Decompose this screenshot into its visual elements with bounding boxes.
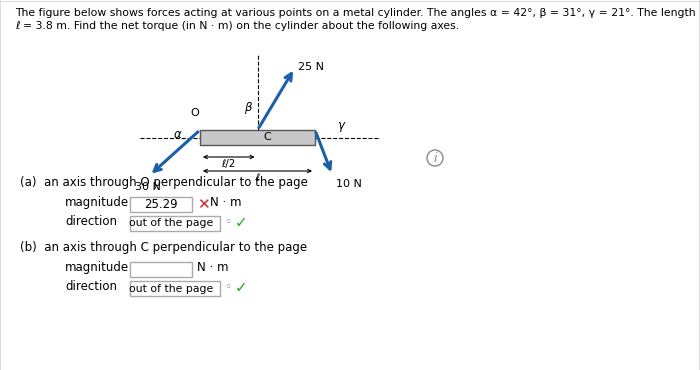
- Text: The figure below shows forces acting at various points on a metal cylinder. The : The figure below shows forces acting at …: [15, 8, 696, 18]
- Text: (b)  an axis through C perpendicular to the page: (b) an axis through C perpendicular to t…: [20, 241, 307, 254]
- Text: N · m: N · m: [197, 261, 228, 274]
- Text: γ: γ: [337, 118, 344, 131]
- Text: 25 N: 25 N: [298, 62, 323, 72]
- Bar: [130, 197, 192, 212]
- Text: i: i: [433, 152, 437, 165]
- Bar: [130, 281, 220, 296]
- Bar: [130, 216, 220, 231]
- Text: 30 N: 30 N: [134, 182, 160, 192]
- Text: magnitude: magnitude: [65, 261, 129, 274]
- Text: α: α: [174, 128, 182, 141]
- Text: direction: direction: [65, 215, 117, 228]
- Text: ◦: ◦: [224, 281, 232, 294]
- Text: β: β: [244, 101, 251, 114]
- Text: (a)  an axis through O perpendicular to the page: (a) an axis through O perpendicular to t…: [20, 176, 308, 189]
- Text: magnitude: magnitude: [65, 196, 129, 209]
- Text: ✓: ✓: [235, 280, 248, 295]
- Text: 25.29: 25.29: [144, 198, 178, 211]
- Text: out of the page: out of the page: [129, 283, 213, 293]
- Text: ℓ/2: ℓ/2: [222, 159, 236, 169]
- Text: N · m: N · m: [210, 196, 242, 209]
- Text: C: C: [263, 132, 272, 142]
- Text: ✓: ✓: [235, 215, 248, 230]
- Text: ℓ: ℓ: [256, 173, 260, 183]
- Text: ◦: ◦: [224, 216, 232, 229]
- Text: direction: direction: [65, 280, 117, 293]
- Bar: [200, 130, 315, 145]
- Text: ℓ = 3.8 m. Find the net torque (in N · m) on the cylinder about the following ax: ℓ = 3.8 m. Find the net torque (in N · m…: [15, 21, 459, 31]
- Text: 10 N: 10 N: [336, 179, 362, 189]
- Text: O: O: [190, 108, 199, 118]
- Text: ✕: ✕: [197, 197, 210, 212]
- Bar: [130, 262, 192, 277]
- Text: out of the page: out of the page: [129, 219, 213, 229]
